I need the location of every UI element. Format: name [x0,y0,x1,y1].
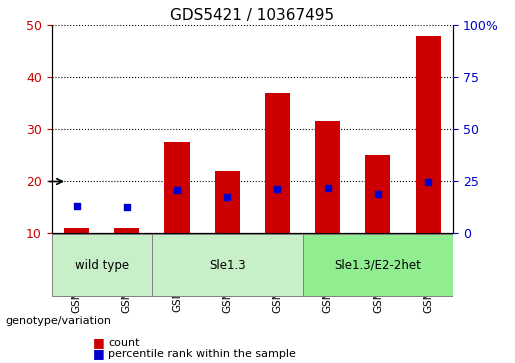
FancyBboxPatch shape [152,234,303,296]
Text: Sle1.3: Sle1.3 [209,259,246,272]
Point [123,204,131,210]
Point [223,193,231,199]
Title: GDS5421 / 10367495: GDS5421 / 10367495 [170,8,334,23]
Text: count: count [108,338,140,348]
Bar [416,36,441,233]
Point [374,192,382,197]
Bar [215,171,240,233]
FancyBboxPatch shape [303,234,453,296]
Bar [64,228,89,233]
Text: percentile rank within the sample: percentile rank within the sample [108,349,296,359]
Text: wild type: wild type [75,259,129,272]
Bar [114,228,140,233]
Bar [164,142,190,233]
Point [273,186,282,192]
Bar [265,93,290,233]
FancyBboxPatch shape [52,234,152,296]
Point [424,179,432,185]
Bar [315,121,340,233]
Point [173,187,181,193]
Point [323,185,332,191]
Text: Sle1.3/E2-2het: Sle1.3/E2-2het [334,259,421,272]
Point [73,203,81,209]
Text: genotype/variation: genotype/variation [5,316,111,326]
Bar [365,155,390,233]
Text: ■: ■ [93,337,105,350]
Text: ■: ■ [93,347,105,360]
